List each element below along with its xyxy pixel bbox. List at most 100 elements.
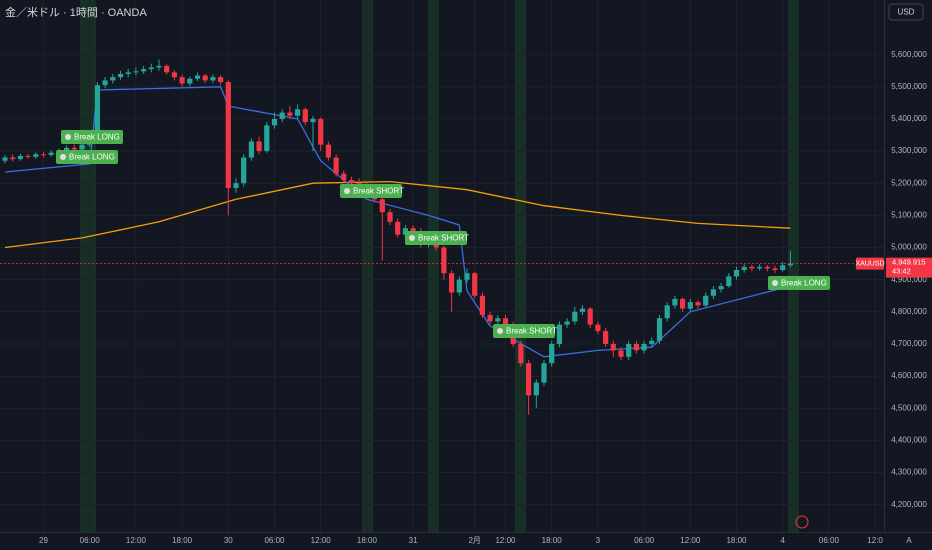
alert-icon[interactable] xyxy=(795,515,809,529)
candle-body xyxy=(741,266,747,271)
candle-body xyxy=(680,298,686,309)
x-tick-label: 31 xyxy=(409,536,418,545)
candle-body xyxy=(202,75,208,81)
symbol-label: XAUUSD xyxy=(855,260,884,267)
moving-average-line xyxy=(4,180,791,249)
candle-body xyxy=(672,298,678,306)
x-tick-label: 06:00 xyxy=(634,536,655,545)
y-tick-label: 4,200,000 xyxy=(891,500,927,509)
candle-body xyxy=(210,77,216,81)
candle-body xyxy=(541,363,547,383)
annotation-icon xyxy=(409,235,415,241)
candle-body xyxy=(325,144,331,158)
candle-body xyxy=(287,112,293,116)
candle-body xyxy=(595,324,601,332)
countdown-label: 43:42 xyxy=(892,267,911,276)
candle-body xyxy=(125,72,131,74)
candle-body xyxy=(164,65,170,73)
candle-body xyxy=(703,295,709,306)
candle-body xyxy=(279,112,285,119)
candle-body xyxy=(271,118,278,126)
candle-body xyxy=(710,289,716,296)
candle-body xyxy=(502,318,509,325)
y-tick-label: 4,300,000 xyxy=(891,468,927,477)
candle-body xyxy=(757,266,763,269)
candle-body xyxy=(102,80,108,86)
candle-body xyxy=(772,268,778,271)
y-tick-label: 5,000,000 xyxy=(891,243,927,252)
candle-body xyxy=(110,77,116,81)
x-tick-label: 18:00 xyxy=(172,536,193,545)
candle-body xyxy=(449,273,455,293)
candle-body xyxy=(733,270,740,277)
annotation-text: Break SHORT xyxy=(353,187,404,196)
candle-body xyxy=(218,77,224,82)
candle-body xyxy=(603,331,609,344)
candle-body xyxy=(610,343,616,351)
candle-body xyxy=(587,308,593,325)
candle-body xyxy=(233,183,239,189)
scale-mode[interactable]: A xyxy=(906,536,912,545)
y-tick-label: 5,500,000 xyxy=(891,82,927,91)
candle-body xyxy=(379,199,385,213)
annotation-box xyxy=(405,231,467,245)
x-tick-label: 06:00 xyxy=(80,536,101,545)
annotation-icon xyxy=(344,188,350,194)
y-tick-label: 5,300,000 xyxy=(891,146,927,155)
candle-body xyxy=(387,212,393,222)
y-tick-label: 4,400,000 xyxy=(891,435,927,444)
candle-body xyxy=(117,73,124,78)
x-tick-label: 12:00 xyxy=(126,536,147,545)
candle-body xyxy=(780,265,786,271)
y-tick-label: 4,800,000 xyxy=(891,307,927,316)
candle-body xyxy=(664,305,670,319)
candle-body xyxy=(718,286,724,290)
annotation-text: Break LONG xyxy=(74,133,120,142)
candle-body xyxy=(141,69,147,72)
annotation-box xyxy=(56,150,118,164)
candle-body xyxy=(441,247,447,274)
candle-body xyxy=(79,144,85,150)
candle-body xyxy=(156,65,162,68)
annotation-icon xyxy=(60,154,66,160)
candle-body xyxy=(656,318,663,341)
last-price-label: 4,949.915 xyxy=(892,258,925,267)
signal-band xyxy=(788,0,799,532)
x-tick-label: 12:00 xyxy=(311,536,332,545)
annotation-box xyxy=(493,324,555,338)
candle-body xyxy=(572,311,578,322)
x-tick-label: 18:00 xyxy=(542,536,563,545)
candle-body xyxy=(302,109,308,123)
symbol-tag xyxy=(856,257,884,270)
candle-body xyxy=(472,273,478,296)
candle-body xyxy=(48,152,54,155)
candle-body xyxy=(171,72,177,78)
candle-body xyxy=(626,343,632,357)
candle-body xyxy=(487,315,493,322)
candle-body xyxy=(241,157,247,184)
currency-box[interactable] xyxy=(888,3,924,21)
annotation-icon xyxy=(65,134,71,140)
x-tick-label: 3 xyxy=(596,536,601,545)
signal-band xyxy=(80,0,96,532)
candle-body xyxy=(33,154,39,157)
y-tick-label: 5,600,000 xyxy=(891,50,927,59)
signal-band xyxy=(428,0,439,532)
candle-body xyxy=(641,343,647,351)
candle-body xyxy=(787,263,793,266)
candle-body xyxy=(10,157,16,160)
candle-body xyxy=(2,157,8,161)
candle-body xyxy=(456,279,462,293)
candle-body xyxy=(225,81,231,189)
candle-body xyxy=(402,228,408,235)
candle-body xyxy=(464,273,470,280)
x-tick-label: 29 xyxy=(39,536,48,545)
price-tag xyxy=(886,257,932,278)
annotation-box xyxy=(61,130,123,144)
x-tick-label: 18:00 xyxy=(357,536,378,545)
candle-body xyxy=(764,266,770,269)
candle-body xyxy=(94,85,100,140)
candle-body xyxy=(256,141,262,152)
